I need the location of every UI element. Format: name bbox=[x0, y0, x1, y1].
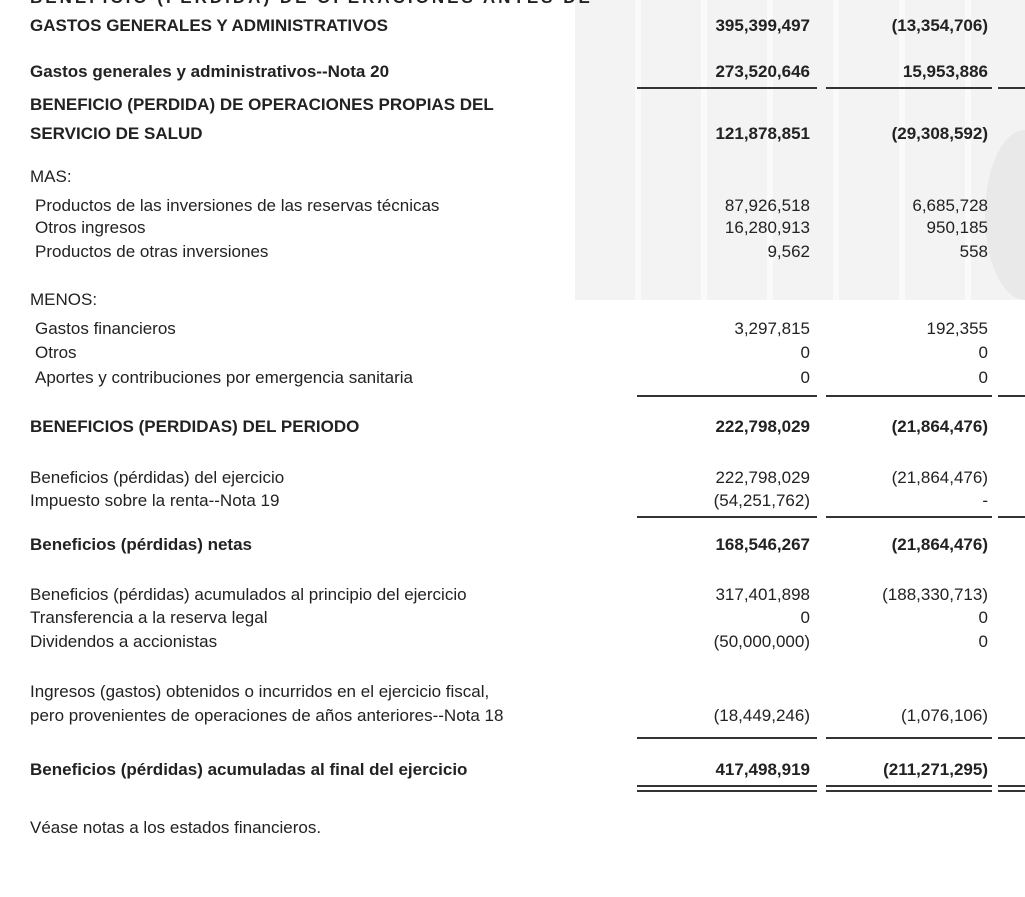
row-label: Transferencia a la reserva legal bbox=[30, 608, 268, 627]
row-label: SERVICIO DE SALUD bbox=[30, 124, 203, 143]
subtotal-line bbox=[826, 737, 992, 739]
subtotal-line bbox=[637, 395, 817, 397]
footnote: Véase notas a los estados financieros. bbox=[30, 818, 322, 837]
row-label: MENOS: bbox=[30, 290, 98, 309]
value-prior-year: 950,185 bbox=[926, 218, 988, 237]
value-current-year: 9,562 bbox=[767, 242, 810, 261]
row-label: Aportes y contribuciones por emergencia … bbox=[35, 368, 413, 387]
value-prior-year: 0 bbox=[978, 368, 988, 387]
value-current-year: 0 bbox=[800, 343, 810, 362]
row-label: Otros bbox=[35, 343, 77, 362]
row-label: Productos de otras inversiones bbox=[35, 242, 269, 261]
value-prior-year: 0 bbox=[978, 343, 988, 362]
value-prior-year: (1,076,106) bbox=[901, 706, 988, 725]
value-current-year: (54,251,762) bbox=[713, 491, 810, 510]
value-current-year: 0 bbox=[800, 608, 810, 627]
value-prior-year: (21,864,476) bbox=[891, 468, 988, 487]
value-current-year: (18,449,246) bbox=[713, 706, 810, 725]
row-label: Dividendos a accionistas bbox=[30, 632, 218, 651]
row-label: pero provenientes de operaciones de años… bbox=[30, 706, 504, 725]
row-label: Impuesto sobre la renta--Nota 19 bbox=[30, 491, 280, 510]
value-prior-year: 192,355 bbox=[926, 319, 988, 338]
row-label: Otros ingresos bbox=[35, 218, 146, 237]
row-label: Beneficios (pérdidas) acumuladas al fina… bbox=[30, 760, 468, 779]
row-label: Beneficios (pérdidas) del ejercicio bbox=[30, 468, 285, 487]
value-current-year: 121,878,851 bbox=[715, 124, 810, 143]
subtotal-line bbox=[637, 87, 817, 89]
value-current-year: 168,546,267 bbox=[715, 535, 810, 554]
row-label: Productos de las inversiones de las rese… bbox=[35, 196, 440, 215]
value-prior-year: (21,864,476) bbox=[891, 535, 988, 554]
subtotal-line bbox=[826, 516, 992, 518]
value-prior-year: (13,354,706) bbox=[891, 16, 988, 35]
subtotal-line bbox=[998, 395, 1025, 397]
value-prior-year: (188,330,713) bbox=[882, 585, 988, 604]
value-prior-year: 6,685,728 bbox=[912, 196, 988, 215]
watermark bbox=[575, 0, 1025, 300]
value-current-year: 87,926,518 bbox=[724, 196, 810, 215]
value-prior-year: (21,864,476) bbox=[891, 417, 988, 436]
subtotal-line bbox=[826, 395, 992, 397]
total-double-line bbox=[826, 785, 992, 792]
row-label: BENEFICIO (PERDIDA) DE OPERACIONES PROPI… bbox=[30, 95, 494, 114]
value-current-year: 3,297,815 bbox=[734, 319, 810, 338]
value-current-year: 395,399,497 bbox=[715, 16, 810, 35]
value-prior-year: 0 bbox=[978, 632, 988, 651]
value-current-year: 417,498,919 bbox=[715, 760, 810, 779]
row-label: BENEFICIO (PERDIDA) DE OPERACIONES ANTES… bbox=[30, 0, 593, 8]
value-prior-year: 558 bbox=[959, 242, 988, 261]
value-current-year: 16,280,913 bbox=[724, 218, 810, 237]
value-prior-year: (211,271,295) bbox=[883, 760, 988, 779]
row-label: MAS: bbox=[30, 167, 72, 186]
row-label: GASTOS GENERALES Y ADMINISTRATIVOS bbox=[30, 16, 388, 35]
row-label: BENEFICIOS (PERDIDAS) DEL PERIODO bbox=[30, 417, 360, 436]
subtotal-line bbox=[998, 87, 1025, 89]
value-current-year: 222,798,029 bbox=[715, 417, 810, 436]
row-label: Gastos financieros bbox=[35, 319, 176, 338]
value-current-year: 317,401,898 bbox=[715, 585, 810, 604]
row-label: Beneficios (pérdidas) netas bbox=[30, 535, 253, 554]
value-current-year: (50,000,000) bbox=[713, 632, 810, 651]
value-prior-year: 0 bbox=[978, 608, 988, 627]
total-double-line bbox=[998, 785, 1025, 792]
value-current-year: 273,520,646 bbox=[715, 62, 810, 81]
row-label: Ingresos (gastos) obtenidos o incurridos… bbox=[30, 682, 490, 701]
subtotal-line bbox=[637, 737, 817, 739]
value-prior-year: - bbox=[982, 491, 988, 510]
value-prior-year: (29,308,592) bbox=[891, 124, 988, 143]
value-current-year: 0 bbox=[800, 368, 810, 387]
subtotal-line bbox=[826, 87, 992, 89]
value-current-year: 222,798,029 bbox=[715, 468, 810, 487]
subtotal-line bbox=[998, 737, 1025, 739]
subtotal-line bbox=[637, 516, 817, 518]
total-double-line bbox=[637, 785, 817, 792]
row-label: Beneficios (pérdidas) acumulados al prin… bbox=[30, 585, 467, 604]
row-label: Gastos generales y administrativos--Nota… bbox=[30, 62, 390, 81]
value-prior-year: 15,953,886 bbox=[902, 62, 988, 81]
subtotal-line bbox=[998, 516, 1025, 518]
